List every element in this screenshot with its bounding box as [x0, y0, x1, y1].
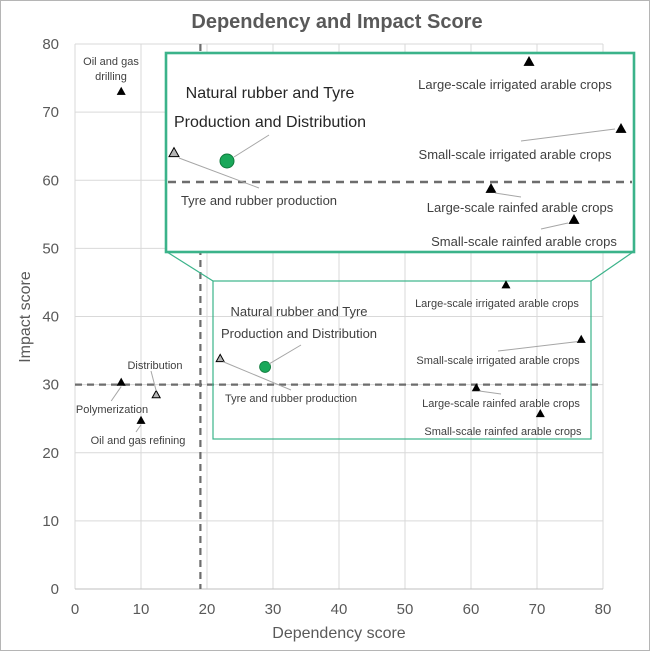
- inset-label-ssr: Small-scale rainfed arable crops: [431, 234, 617, 249]
- x-axis-label: Dependency score: [272, 625, 406, 642]
- chart-title: Dependency and Impact Score: [191, 11, 482, 33]
- label-polymerization: Polymerization: [76, 404, 148, 416]
- x-tick-label: 0: [71, 601, 79, 618]
- inset-point-ssr: [568, 213, 580, 224]
- inset-connector: [590, 251, 634, 282]
- x-tick-label: 60: [463, 601, 480, 618]
- label-lsr-small: Large-scale rainfed arable crops: [422, 398, 580, 410]
- inset-label-lsr: Large-scale rainfed arable crops: [427, 200, 614, 215]
- x-tick-label: 70: [529, 601, 546, 618]
- leader-line: [520, 128, 616, 142]
- point-ssr: [535, 408, 545, 418]
- point-natural-rubber: [259, 361, 271, 373]
- leader-line: [223, 361, 292, 391]
- inset-label-natural-rubber-2: Production and Distribution: [174, 114, 366, 131]
- leader-line: [233, 134, 270, 158]
- leader-line: [479, 390, 502, 395]
- point-distribution: [151, 389, 162, 399]
- inset-point-lsr: [485, 182, 497, 193]
- leader-line: [497, 341, 578, 352]
- x-tick-label: 80: [595, 601, 612, 618]
- label-natural-rubber-small-1: Natural rubber and Tyre: [230, 304, 367, 319]
- label-oil-gas-drilling-1: Oil and gas: [83, 56, 139, 68]
- inset-point-tyre-rubber: [168, 146, 180, 158]
- inset-point-lsi: [523, 55, 535, 66]
- y-tick-label: 80: [42, 36, 59, 53]
- inset-point-ssi: [615, 122, 627, 133]
- leader-line: [110, 386, 122, 402]
- y-tick-label: 40: [42, 309, 59, 326]
- label-oil-gas-refining: Oil and gas refining: [91, 435, 186, 447]
- main-points: Oil and gas drilling Polymerization Distrib…: [76, 56, 592, 447]
- x-tick-label: 40: [331, 601, 348, 618]
- leader-line: [135, 424, 142, 433]
- leader-line: [494, 192, 522, 198]
- tick-labels: 0 10 20 30 40 50 60 70 80 0 10 20 30 40 50 60 70 80: [42, 36, 611, 618]
- label-ssr-small: Small-scale rainfed arable crops: [424, 426, 582, 438]
- point-oil-gas-drilling: [116, 86, 126, 95]
- y-tick-label: 70: [42, 104, 59, 121]
- x-tick-label: 20: [199, 601, 216, 618]
- point-lsi: [501, 280, 511, 289]
- point-lsr: [471, 383, 481, 392]
- inset-label-ssi: Small-scale irrigated arable crops: [419, 147, 612, 162]
- x-tick-label: 10: [133, 601, 150, 618]
- leader-line: [178, 157, 260, 189]
- inset-label-tyre-rubber: Tyre and rubber production: [181, 193, 337, 208]
- inset-label-lsi: Large-scale irrigated arable crops: [418, 77, 612, 92]
- label-natural-rubber-small-2: Production and Distribution: [221, 326, 377, 341]
- leader-line: [268, 344, 302, 365]
- point-ssi: [576, 334, 586, 343]
- label-oil-gas-drilling-2: drilling: [95, 71, 127, 83]
- y-tick-label: 50: [42, 240, 59, 257]
- label-ssi-small: Small-scale irrigated arable crops: [416, 355, 580, 367]
- inset-connector: [166, 251, 214, 282]
- y-tick-label: 0: [51, 581, 59, 598]
- y-tick-label: 60: [42, 172, 59, 189]
- y-tick-label: 10: [42, 513, 59, 530]
- inset-point-natural-rubber: [219, 153, 235, 169]
- inset-zoom: Tyre and rubber production Natural rubber…: [164, 51, 636, 282]
- inset-label-natural-rubber-1: Natural rubber and Tyre: [186, 85, 355, 102]
- x-tick-label: 50: [397, 601, 414, 618]
- point-tyre-rubber: [215, 353, 226, 363]
- leader-line: [150, 370, 157, 391]
- point-polymerization: [116, 377, 126, 386]
- label-tyre-rubber-small: Tyre and rubber production: [225, 393, 357, 405]
- y-tick-label: 30: [42, 377, 59, 394]
- point-oil-gas-refining: [136, 415, 146, 424]
- x-tick-label: 30: [265, 601, 282, 618]
- zoom-region: [212, 280, 592, 440]
- leader-line: [540, 222, 569, 230]
- label-distribution: Distribution: [127, 360, 182, 372]
- y-axis-label: Impact score: [17, 271, 34, 363]
- inset-box: [164, 51, 636, 254]
- label-lsi-small: Large-scale irrigated arable crops: [415, 298, 579, 310]
- y-tick-label: 20: [42, 445, 59, 462]
